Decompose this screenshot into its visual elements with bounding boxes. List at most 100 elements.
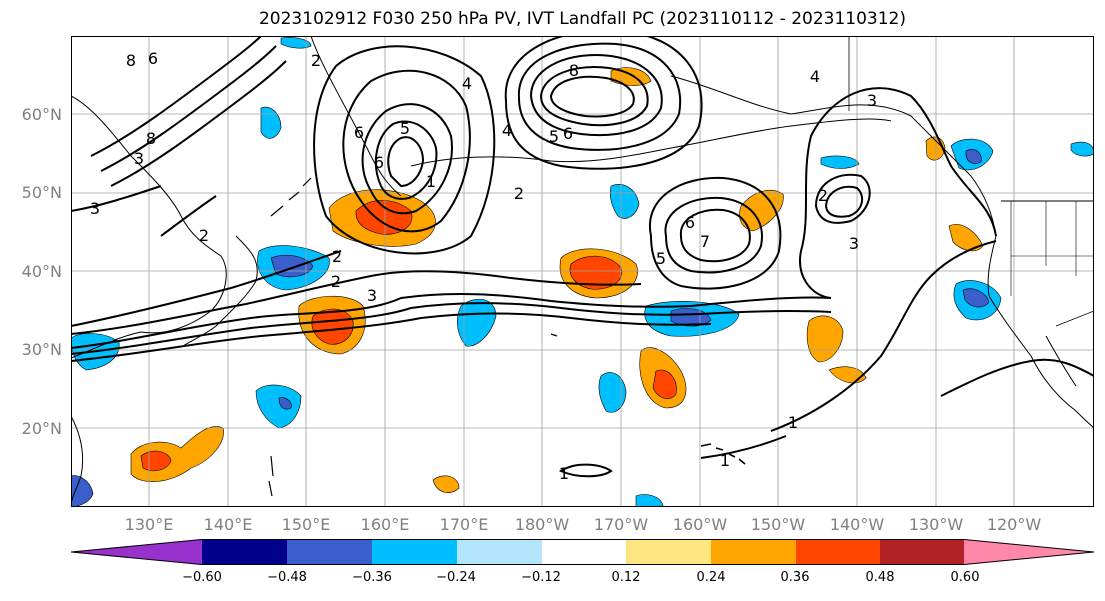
contour-label: 6 [374,153,384,172]
contour-line [374,120,438,200]
contour-label-layer: 8 6 3 8 6 5 4 2 2 1 2 2 3 8 6 5 4 6 5 7 … [90,49,877,483]
map-title: 2023102912 F030 250 hPa PV, IVT Landfall… [258,9,906,29]
contour-label: 2 [818,186,828,205]
anomaly-blob [255,384,302,429]
anomaly-blob [962,288,990,308]
lon-label-150w: 150°W [750,515,806,534]
map-panel: 8 6 3 8 6 5 4 2 2 1 2 2 3 8 6 5 4 6 5 7 … [71,36,1094,507]
colorbar-tick: 0.48 [865,570,895,585]
ivt-contours [71,36,1094,478]
contour-line [549,75,635,118]
contour-line [814,173,871,224]
colorbar-tick: −0.24 [436,570,476,585]
contour-label: 2 [331,272,341,291]
contour-label: 1 [720,451,730,470]
colorbar-tick: −0.36 [352,570,392,585]
contour-label: 5 [656,249,666,268]
colorbar-bin [711,539,796,565]
colorbar-outline [71,539,1095,565]
contour-label: 7 [700,232,710,251]
anomaly-blob [355,200,413,235]
lon-label-150e: 150°E [281,515,331,534]
contour-label: 6 [563,124,573,143]
colorbar-bin [626,539,711,565]
contour-label: 5 [549,127,559,146]
colorbar-tick: −0.12 [521,570,561,585]
contour-label: 3 [134,149,144,168]
contour-line [90,36,262,157]
lon-label-180w: 180°W [514,515,570,534]
contour-label: 2 [332,247,342,266]
contour-label: 1 [426,172,436,191]
alaska-coast [670,75,997,237]
contour-line [71,312,712,362]
colorbar-bin [457,539,542,565]
colorbar-bin [880,539,964,565]
contour-label: 8 [569,61,579,80]
anomaly-blob [432,475,460,493]
anomaly-blob [965,149,982,164]
aleutian-chain [410,118,892,167]
contour-line [664,196,763,274]
lon-label-140e: 140°E [203,515,253,534]
contour-line [940,358,1094,397]
lat-label-30n: 30°N [21,340,62,359]
contour-line [110,60,287,187]
anomaly-blob [948,224,984,252]
contour-line [342,69,471,233]
anomaly-blob [1070,141,1094,157]
colorbar-tick: 0.36 [780,570,810,585]
anomaly-blob [278,397,292,410]
colorbar-segments [71,539,1094,565]
contour-line [700,435,787,459]
contour-label: 3 [867,91,877,110]
colorbar-tick: 0.12 [611,570,641,585]
contour-label: 1 [788,413,798,432]
contour-line [100,45,277,172]
lon-label-160e: 160°E [360,515,410,534]
contour-label: 8 [126,51,136,70]
japan-coast [182,235,258,347]
anomaly-blob [598,372,627,413]
colorbar-bin [796,539,880,565]
contour-label: 4 [502,121,512,140]
coastlines [71,36,1094,507]
anomaly-blob [820,155,860,169]
map-frame [71,36,1094,507]
contour-line [71,302,832,355]
contour-line [71,293,832,349]
colorbar-bin [372,539,457,565]
colorbar-bin [202,539,287,565]
anomaly-blob [652,369,677,400]
colorbar-tick: 0.24 [696,570,726,585]
lon-label-130w: 130°W [908,515,964,534]
pacific-islands [268,333,558,497]
contour-label: 8 [146,129,156,148]
lon-label-130e: 130°E [124,515,174,534]
contour-label: 6 [685,213,695,232]
anomaly-blob [635,494,664,507]
contour-label: 3 [367,286,377,305]
contour-line [160,195,217,237]
lon-label-170e: 170°E [439,515,489,534]
map-canvas: 8 6 3 8 6 5 4 2 2 1 2 2 3 8 6 5 4 6 5 7 … [71,36,1094,507]
colorbar-tick: 0.60 [950,570,980,585]
anomaly-blob [71,475,94,507]
lat-label-60n: 60°N [21,105,62,124]
lon-label-170w: 170°W [593,515,649,534]
colorbar-bin [542,539,626,565]
contour-line [313,45,496,255]
contour-label: 5 [400,119,410,138]
contour-label: 2 [514,184,524,203]
contour-line [504,36,703,170]
lat-label-40n: 40°N [21,262,62,281]
colorbar-bin [287,539,372,565]
contour-line [679,208,751,263]
us-mexico-border [1055,310,1094,327]
contour-line [648,176,782,290]
contour-label: 1 [559,464,569,483]
contour-line [799,87,997,299]
anomaly-blob [739,190,784,232]
state-borders [1010,201,1094,296]
anomaly-blob [457,298,497,347]
